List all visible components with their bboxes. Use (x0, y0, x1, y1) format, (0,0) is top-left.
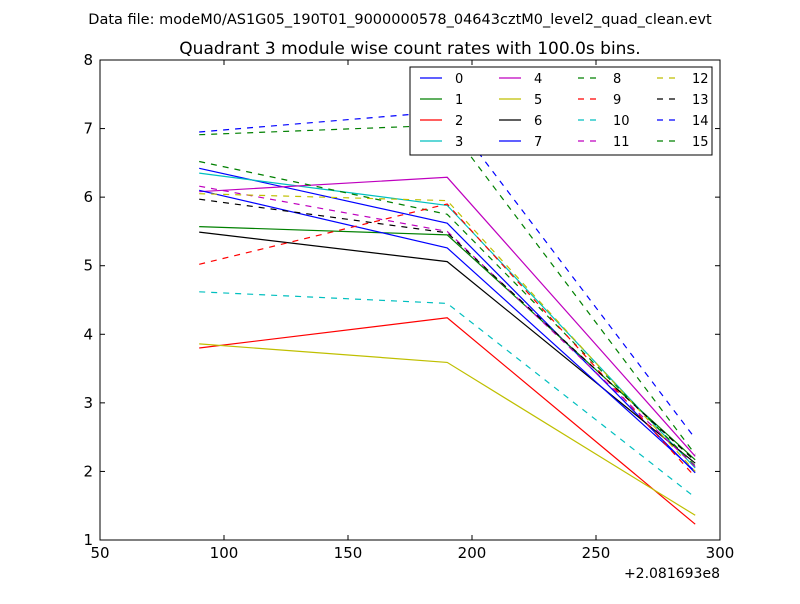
series-line-2 (199, 317, 696, 525)
x-tick-label: 100 (210, 544, 239, 562)
legend-label-1: 1 (455, 93, 463, 108)
x-tick-label: 300 (706, 544, 735, 562)
legend-label-9: 9 (613, 93, 621, 108)
series-line-10 (199, 291, 696, 498)
series-line-12 (199, 193, 696, 472)
legend-label-11: 11 (613, 135, 630, 150)
y-tick-label: 1 (83, 531, 93, 549)
chart-suptitle: Data file: modeM0/AS1G05_190T01_90000005… (88, 12, 712, 28)
series-line-9 (199, 203, 696, 478)
series-line-3 (199, 172, 696, 469)
x-tick-label: 50 (90, 544, 109, 562)
series-line-11 (199, 185, 696, 468)
legend-label-3: 3 (455, 135, 463, 150)
plot-frame (99, 59, 721, 541)
x-tick-label: 150 (334, 544, 363, 562)
legend-label-14: 14 (692, 114, 709, 129)
y-tick-label: 5 (83, 257, 93, 275)
y-tick-label: 4 (83, 325, 93, 343)
legend-label-0: 0 (455, 72, 463, 87)
legend-label-4: 4 (534, 72, 542, 87)
series-line-7 (199, 189, 696, 472)
legend-label-7: 7 (534, 135, 542, 150)
legend-label-6: 6 (534, 114, 542, 129)
series-line-1 (199, 226, 696, 461)
x-axis-offset-label: +2.081693e8 (624, 566, 720, 582)
series-line-5 (199, 343, 696, 516)
legend-label-8: 8 (613, 72, 621, 87)
y-tick-label: 2 (83, 462, 93, 480)
series-line-13 (199, 198, 696, 462)
series-line-8 (199, 160, 696, 467)
legend-label-12: 12 (692, 72, 709, 87)
series-line-4 (199, 176, 696, 457)
y-tick-label: 8 (83, 51, 93, 69)
series-layer (199, 110, 696, 525)
legend-label-15: 15 (692, 135, 709, 150)
legend-label-10: 10 (613, 114, 630, 129)
chart-title: Quadrant 3 module wise count rates with … (179, 39, 640, 59)
y-tick-label: 3 (83, 394, 93, 412)
legend-label-2: 2 (455, 114, 463, 129)
series-line-6 (199, 231, 696, 464)
legend-box (409, 66, 713, 156)
legend-label-13: 13 (692, 93, 709, 108)
x-tick-label: 200 (458, 544, 487, 562)
x-tick-label: 250 (582, 544, 611, 562)
legend-label-5: 5 (534, 93, 542, 108)
y-tick-label: 6 (83, 188, 93, 206)
y-tick-label: 7 (83, 120, 93, 138)
